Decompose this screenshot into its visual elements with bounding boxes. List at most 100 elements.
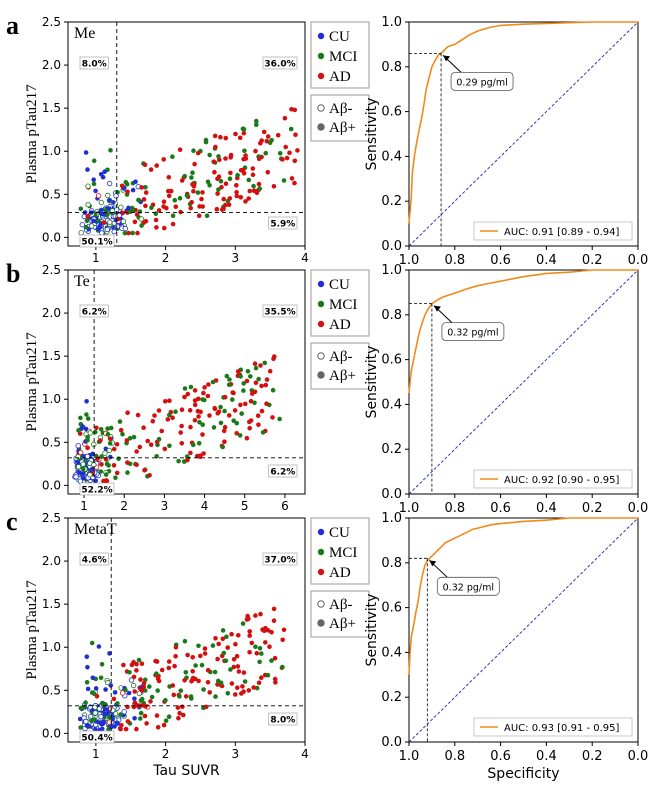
scatter-point [270,415,275,420]
legend-amyloid-box [310,590,370,638]
scatter-point [222,408,227,414]
scatter-point [200,422,205,428]
scatter-point [197,454,203,460]
scatter-point [187,408,193,413]
auc-legend-box [473,717,633,737]
scatter-point [227,196,233,201]
scatter-point [125,719,131,724]
scatter-point [228,155,233,160]
x-tick-label: 0.4 [536,253,557,268]
scatter-point [234,420,240,426]
scatter-point [213,144,218,150]
scatter-point [264,401,269,407]
scatter-point [225,691,231,696]
x-tick-label: 0.6 [490,253,511,268]
scatter-point [135,230,140,236]
scatter-point [96,706,103,712]
scatter-point [249,640,255,646]
y-tick-label: 1.0 [381,263,402,278]
scatter-point [119,690,126,696]
y-tick-label: 0.4 [381,645,402,660]
scatter-point [177,694,182,699]
scatter-point [203,137,209,143]
scatter-point [229,681,235,686]
scatter-point [98,675,104,681]
scatter-point [191,182,197,187]
scatter-point [155,676,161,681]
scatter-point [83,718,89,725]
scatter-point [85,214,90,219]
scatter-point [177,710,182,716]
y-tick-label: 0.5 [42,683,61,697]
scatter-point [233,131,238,137]
scatter-point [121,709,127,715]
scatter-point [207,152,212,158]
y-tick-label: 0.8 [381,556,402,571]
scatter-point [148,699,153,704]
x-tick-label: 0.6 [490,749,511,764]
scatter-point [182,386,188,391]
scatter-point [101,478,106,484]
x-tick-label: 0.2 [582,253,603,268]
scatter-point [165,417,171,422]
scatter-point [128,209,133,214]
scatter-point [91,177,96,182]
scatter-point [195,408,201,414]
legend-label-abeta-positive: Aβ+ [329,368,356,384]
legend-marker-cu [317,280,325,288]
scatter-point [226,382,232,388]
scatter-point [113,475,118,481]
scatter-point [218,178,224,184]
y-axis-label: Plasma pTau217 [24,84,40,184]
scatter-point [236,633,241,638]
scatter-point [122,225,128,232]
scatter-point [154,671,159,676]
scatter-point [202,646,208,651]
scatter-panel-me: 1 2 3 4 0.0 0.5 1.0 1.5 2.0 2.5 8.0% 36.0% 50.1% 5.9%… [6,11,370,265]
scatter-point [98,469,104,474]
scatter-point [182,173,187,179]
x-tick-label: 2 [120,499,128,513]
legend-marker-cu [317,528,325,536]
scatter-point [250,166,256,171]
scatter-point [280,157,285,162]
scatter-point [251,685,256,690]
roc-curve [408,269,638,394]
scatter-point [196,643,201,649]
cutoff-label-box [450,71,514,91]
scatter-point [120,432,125,437]
x-tick-label: 0.8 [444,501,465,516]
scatter-point [102,169,107,174]
quadrant-top-left-label: 4.6% [82,556,107,566]
scatter-point [212,133,218,139]
scatter-point [159,428,164,434]
scatter-point [83,426,89,432]
scatter-point [233,641,238,647]
scatter-point [183,694,189,699]
scatter-point [222,439,227,445]
scatter-point [262,360,268,366]
scatter-point [240,167,246,173]
scatter-point [231,418,236,424]
chance-diagonal [408,517,639,743]
scatter-point [95,192,102,199]
cutoff-label: 0.29 pg/ml [456,77,507,88]
scatter-point [225,645,230,650]
scatter-point [156,208,162,213]
y-tick-label: 0.0 [381,239,402,254]
scatter-point [240,621,246,626]
scatter-point [139,688,145,693]
scatter-point [269,630,274,635]
scatter-point [223,181,229,186]
scatter-point [182,394,187,400]
scatter-point [211,425,217,430]
scatter-point [159,667,165,673]
x-tick-label: 3 [231,747,239,761]
legend-marker-abeta-negative [317,600,325,608]
scatter-point [170,683,176,688]
scatter-point [130,682,137,689]
scatter-point [195,190,201,195]
scatter-point [105,679,111,686]
scatter-point [217,157,222,163]
scatter-point [89,467,94,472]
